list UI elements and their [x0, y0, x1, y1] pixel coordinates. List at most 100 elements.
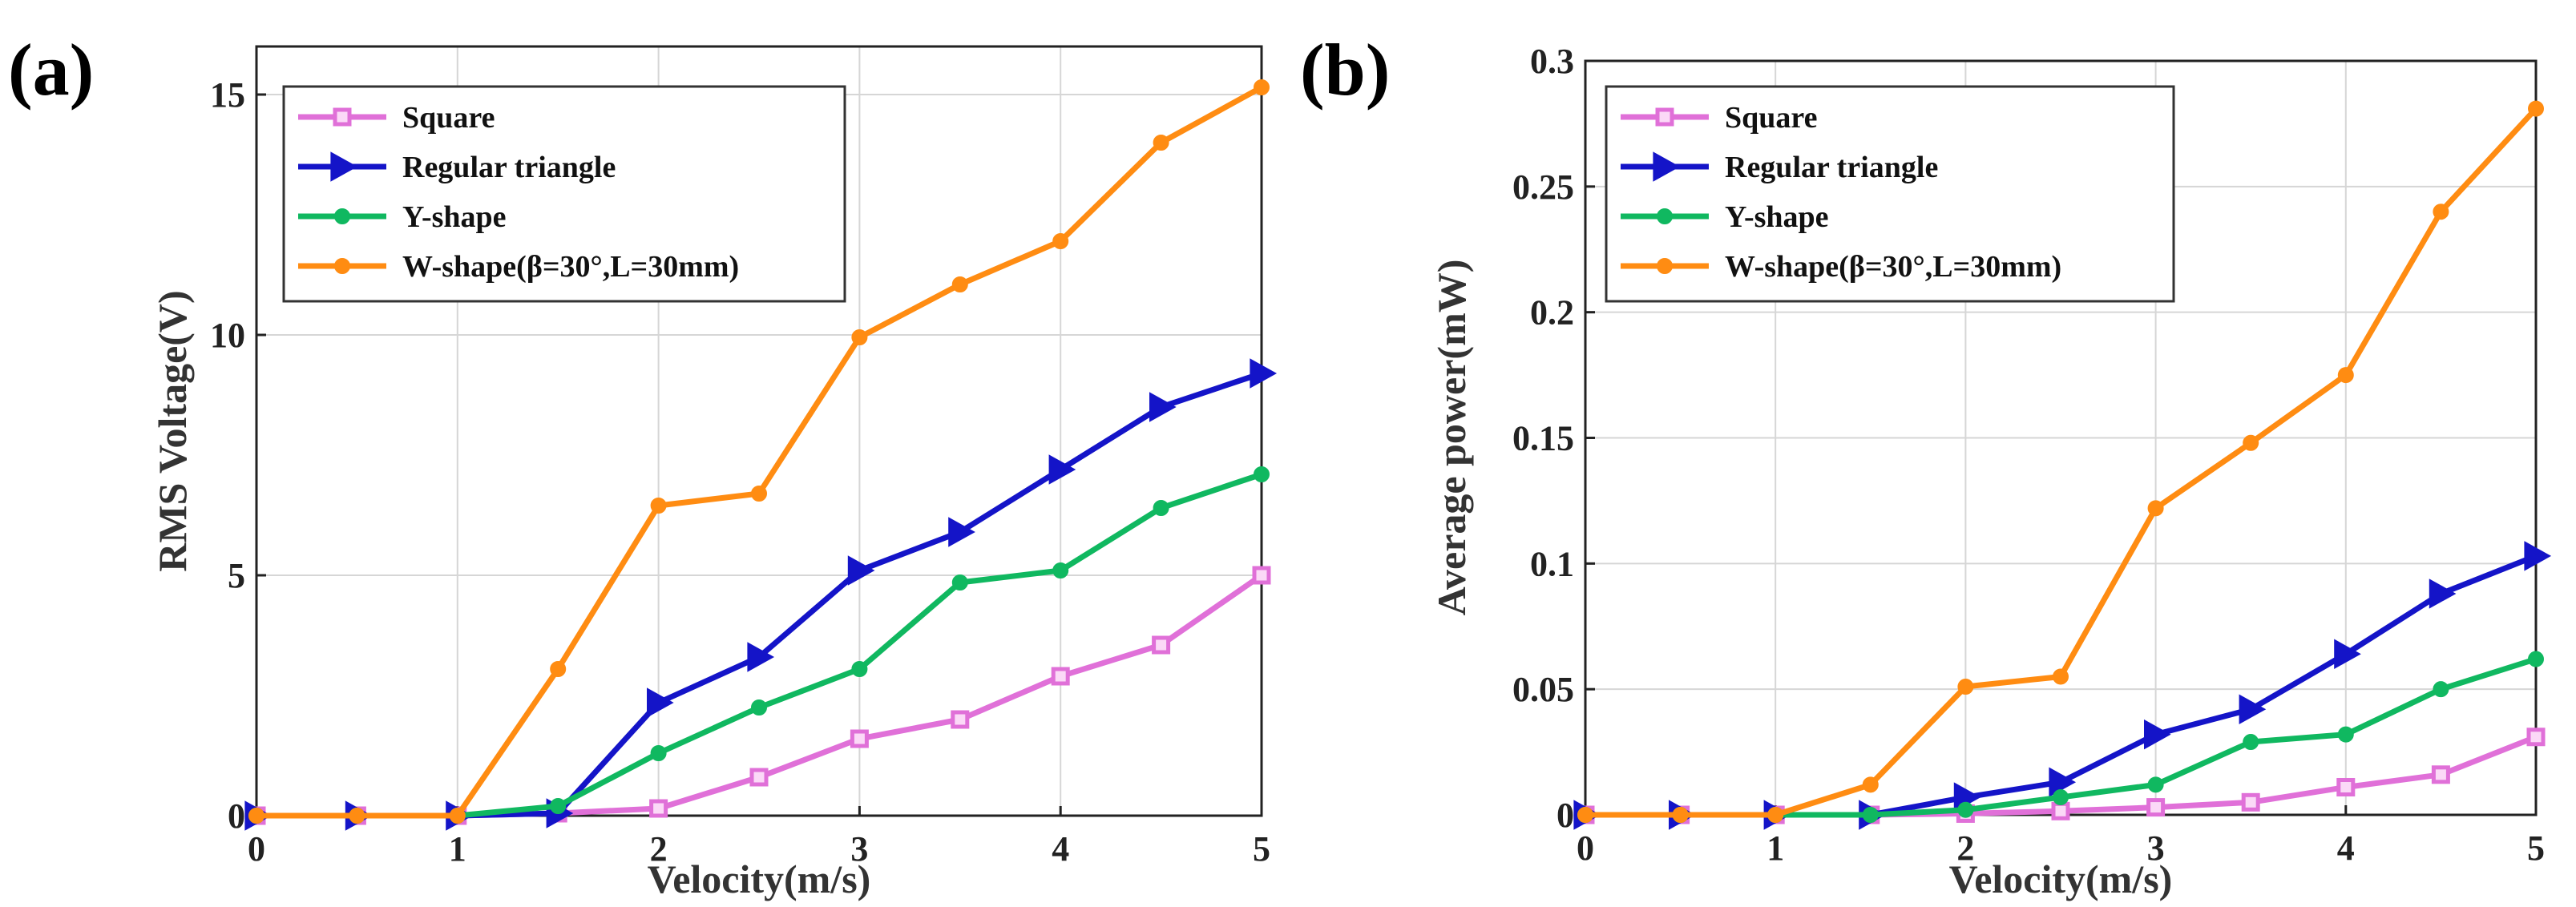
panel-b-y-tick-label-2: 0.1: [1530, 544, 1574, 583]
panel-a-series-regular-triangle-point-9: [1149, 392, 1177, 422]
panel-b-series-square-point-9: [2431, 765, 2450, 784]
panel-b-series-regular-triangle-point-9: [2429, 578, 2457, 609]
panel-b-series-y-shape-point-3: [1862, 807, 1879, 823]
panel-b-series-w-shape-30-l-30mm-point-10: [2528, 100, 2544, 117]
panel-a-series-w-shape-30-l-30mm-point-7: [951, 276, 968, 292]
panel-a-series-y-shape-point-4: [650, 745, 667, 761]
panel-b-x-tick-label-1: 1: [1766, 828, 1784, 868]
panel-b-series-regular-triangle-point-8: [2334, 639, 2361, 669]
panel-b-legend-marker-w-shape-30-l-30mm: [1657, 258, 1673, 274]
panel-a-y-axis-title: RMS Voltage(V): [150, 290, 195, 571]
panel-b-legend-marker-y-shape: [1657, 208, 1673, 224]
panel-b-y-tick-label-5: 0.25: [1512, 167, 1574, 207]
panel-a-x-tick-label-2: 2: [650, 829, 668, 869]
panel-b-series-w-shape-30-l-30mm-point-2: [1767, 807, 1784, 823]
panel-b-series: [1573, 100, 2552, 830]
panel-a-series-regular-triangle-line: [256, 370, 1263, 819]
panel-a-x-tick-label-4: 4: [1052, 829, 1069, 869]
panel-a-series-w-shape-30-l-30mm-point-9: [1153, 135, 1169, 151]
panel-b-series-y-shape-point-10: [2528, 651, 2544, 667]
panel-b-legend-label-regular-triangle: Regular triangle: [1725, 151, 1938, 184]
panel-a-legend-label-y-shape: Y-shape: [402, 200, 507, 234]
panel-b-series-y-shape-point-8: [2337, 726, 2354, 743]
panel-a-series-w-shape-30-l-30mm-point-1: [349, 808, 365, 824]
panel-b-series-square-point-7: [2241, 792, 2260, 812]
panel-a: (a) 0 1 2 3 4 5 0 5 10 15 Velocity(m/s) RMS Volta…: [8, 29, 1278, 901]
panel-b-series-w-shape-30-l-30mm-point-1: [1672, 807, 1689, 823]
panel-b-y-tick-label-0: 0: [1557, 796, 1574, 835]
panel-a-series-w-shape-30-l-30mm-point-0: [248, 808, 264, 824]
panel-a-series-w-shape-30-l-30mm-point-5: [751, 486, 767, 502]
panel-a-x-tick-label-0: 0: [248, 829, 265, 869]
panel-a-series-y-shape-point-10: [1254, 466, 1270, 482]
panel-b-series-y-shape-point-9: [2433, 681, 2449, 698]
panel-b-series-y-shape-point-4: [1957, 801, 1974, 818]
panel-b-legend-label-w-shape-30-l-30mm: W-shape(β=30°,L=30mm): [1725, 250, 2061, 284]
panel-a-series-square-point-4: [649, 799, 668, 818]
panel-a-series-y-shape-point-8: [1052, 562, 1069, 578]
panel-b: (b) 0 1 2 3 4 5 0 0.05 0.1 0.15 0.2 0.25 0.3 Velocit…: [1300, 29, 2552, 901]
panel-b-x-tick-label-3: 3: [2147, 828, 2165, 868]
panel-b-legend-label-square: Square: [1725, 101, 1817, 135]
panel-a-series-square-point-9: [1152, 635, 1171, 655]
panel-b-series-w-shape-30-l-30mm-point-4: [1957, 679, 1974, 695]
panel-b-y-tick-label-3: 0.15: [1512, 419, 1574, 458]
panel-a-series-regular-triangle-point-4: [647, 687, 674, 718]
panel-a-ticks: 0 1 2 3 4 5 0 5 10 15: [210, 75, 1270, 869]
panel-a-x-axis-title: Velocity(m/s): [648, 857, 871, 901]
panel-b-x-axis-title: Velocity(m/s): [1949, 857, 2173, 901]
panel-a-series-regular-triangle-point-8: [1048, 454, 1076, 485]
panel-b-series-w-shape-30-l-30mm-point-3: [1862, 776, 1879, 793]
panel-b-x-tick-label-2: 2: [1956, 828, 1974, 868]
panel-a-series-y-shape-point-7: [951, 574, 968, 591]
panel-a-legend-marker-square: [333, 107, 352, 127]
panel-b-series-regular-triangle-point-7: [2239, 694, 2267, 724]
panel-a-series: [244, 79, 1278, 831]
panel-a-legend: Square Regular triangle Y-shape W-shape(β=3…: [282, 85, 846, 303]
panel-b-label: (b): [1300, 29, 1390, 111]
panel-a-series-square-point-5: [749, 768, 769, 787]
panel-b-series-square-point-6: [2146, 798, 2166, 817]
panel-a-series-square-point-10: [1252, 566, 1271, 585]
panel-a-series-w-shape-30-l-30mm-point-3: [550, 661, 567, 677]
panel-a-axes-frame: [255, 45, 1263, 817]
panel-a-series-w-shape-30-l-30mm-point-4: [650, 498, 667, 514]
panel-a-legend-label-regular-triangle: Regular triangle: [402, 151, 616, 184]
panel-a-series-w-shape-30-l-30mm-point-6: [851, 329, 868, 345]
panel-b-y-tick-label-1: 0.05: [1512, 670, 1574, 709]
panel-b-legend-label-y-shape: Y-shape: [1725, 200, 1829, 234]
panel-a-y-tick-label-2: 10: [210, 316, 245, 355]
panel-b-legend: Square Regular triangle Y-shape W-shape(β=3…: [1605, 85, 2175, 303]
panel-b-y-axis-title: Average power(mW): [1429, 260, 1474, 616]
panel-b-series-w-shape-30-l-30mm-point-9: [2433, 204, 2449, 220]
panel-b-series-y-shape-point-7: [2243, 734, 2259, 751]
panel-a-series-regular-triangle-point-5: [747, 642, 775, 672]
panel-b-series-y-shape-point-6: [2147, 776, 2164, 793]
panel-b-series-w-shape-30-l-30mm-point-5: [2053, 668, 2069, 685]
panel-b-series-regular-triangle-point-10: [2524, 541, 2552, 571]
panel-a-series-regular-triangle-point-7: [948, 517, 975, 547]
panel-a-series-square-point-8: [1051, 667, 1070, 686]
panel-b-series-square-point-5: [2051, 801, 2070, 820]
panel-a-series-y-shape-line: [256, 471, 1263, 819]
panel-a-x-tick-label-5: 5: [1253, 829, 1270, 869]
panel-a-series-w-shape-30-l-30mm-point-2: [449, 808, 466, 824]
panel-a-series-regular-triangle-point-6: [847, 555, 875, 586]
panel-a-series-y-shape-point-6: [851, 661, 868, 677]
panel-a-series-y-shape-point-3: [550, 798, 567, 814]
panel-b-y-tick-label-4: 0.2: [1530, 293, 1574, 333]
panel-b-legend-marker-square: [1655, 107, 1674, 127]
panel-a-legend-label-w-shape-30-l-30mm: W-shape(β=30°,L=30mm): [402, 250, 739, 284]
panel-b-series-regular-triangle-point-5: [2049, 767, 2077, 797]
panel-b-series-w-shape-30-l-30mm-point-7: [2243, 434, 2259, 451]
panel-a-legend-marker-y-shape: [334, 208, 350, 224]
panel-b-series-w-shape-30-l-30mm-point-0: [1577, 807, 1593, 823]
panel-a-x-tick-label-1: 1: [449, 829, 466, 869]
panel-a-series-regular-triangle-point-10: [1250, 358, 1278, 389]
panel-a-series-y-shape-point-9: [1153, 500, 1169, 516]
panel-a-x-tick-label-3: 3: [850, 829, 868, 869]
panel-a-y-tick-label-3: 15: [210, 75, 245, 115]
panel-b-x-tick-label-0: 0: [1577, 828, 1594, 868]
panel-b-x-tick-label-4: 4: [2337, 828, 2355, 868]
